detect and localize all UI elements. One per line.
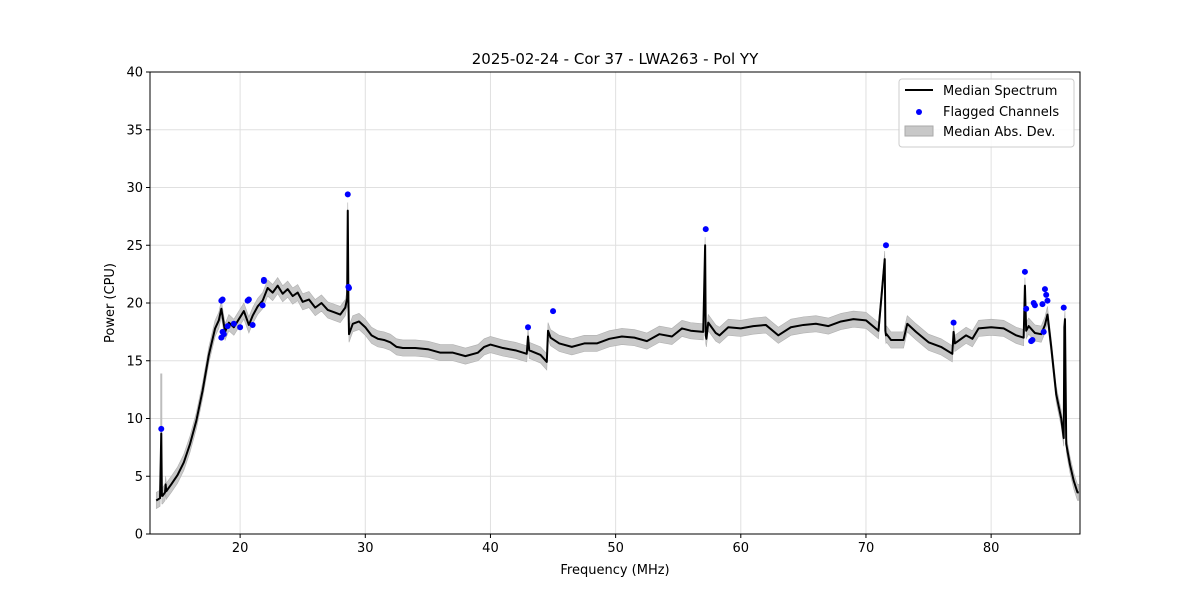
flagged-point <box>158 425 165 432</box>
y-tick-label: 5 <box>135 470 143 485</box>
flagged-point <box>346 284 353 291</box>
flagged-point <box>525 324 532 331</box>
x-tick-label: 60 <box>733 541 750 556</box>
y-tick-label: 15 <box>126 354 143 369</box>
flagged-point <box>249 321 256 328</box>
legend-median-label: Median Spectrum <box>943 84 1057 99</box>
flagged-point <box>550 308 557 315</box>
y-tick-label: 10 <box>126 412 143 427</box>
flagged-point <box>219 328 226 335</box>
flagged-point <box>1040 328 1047 335</box>
flagged-point <box>1031 302 1038 309</box>
flagged-point <box>950 319 957 326</box>
flagged-point <box>1060 304 1067 311</box>
x-axis: 20 30 40 50 60 70 80 <box>232 534 1000 556</box>
flagged-points-layer <box>158 191 1067 432</box>
x-tick-label: 70 <box>858 541 875 556</box>
x-tick-label: 20 <box>232 541 249 556</box>
flagged-point <box>1021 268 1028 275</box>
legend-mad-swatch <box>904 125 934 137</box>
x-axis-label: Frequency (MHz) <box>560 563 669 578</box>
flagged-point <box>1039 301 1046 308</box>
y-axis-label: Power (CPU) <box>103 263 118 343</box>
legend-flagged-label: Flagged Channels <box>943 105 1059 120</box>
chart-title: 2025-02-24 - Cor 37 - LWA263 - Pol YY <box>472 50 759 68</box>
legend-box <box>898 78 1075 148</box>
flagged-point <box>224 323 231 330</box>
y-axis: 0 5 10 15 20 25 30 35 40 <box>126 66 150 543</box>
median-spectrum-line <box>155 209 1079 502</box>
x-tick-label: 40 <box>482 541 499 556</box>
median-line-layer <box>155 209 1079 502</box>
legend-flagged-swatch <box>916 109 922 115</box>
mad-band-area <box>155 202 1080 510</box>
flagged-point <box>259 302 266 309</box>
y-tick-label: 30 <box>126 181 143 196</box>
flagged-point <box>260 276 267 283</box>
flagged-point <box>1044 297 1051 304</box>
flagged-point <box>1023 305 1030 312</box>
flagged-point <box>237 324 244 331</box>
flagged-point <box>1041 286 1048 293</box>
flagged-point <box>1029 336 1036 343</box>
y-tick-label: 40 <box>126 66 143 81</box>
y-tick-label: 20 <box>126 297 143 312</box>
flagged-point <box>702 226 709 233</box>
x-tick-label: 80 <box>983 541 1000 556</box>
flagged-point <box>219 296 226 303</box>
x-tick-label: 50 <box>607 541 624 556</box>
flagged-point <box>1043 291 1050 298</box>
flagged-point <box>344 191 351 198</box>
flagged-point <box>882 242 889 249</box>
y-tick-label: 0 <box>135 528 143 543</box>
legend: Median Spectrum Flagged Channels Median … <box>898 78 1075 148</box>
y-tick-label: 35 <box>126 123 143 138</box>
flagged-point <box>245 296 252 303</box>
flagged-point <box>230 320 237 327</box>
x-tick-label: 30 <box>357 541 374 556</box>
legend-mad-label: Median Abs. Dev. <box>943 125 1055 140</box>
y-tick-label: 25 <box>126 239 143 254</box>
